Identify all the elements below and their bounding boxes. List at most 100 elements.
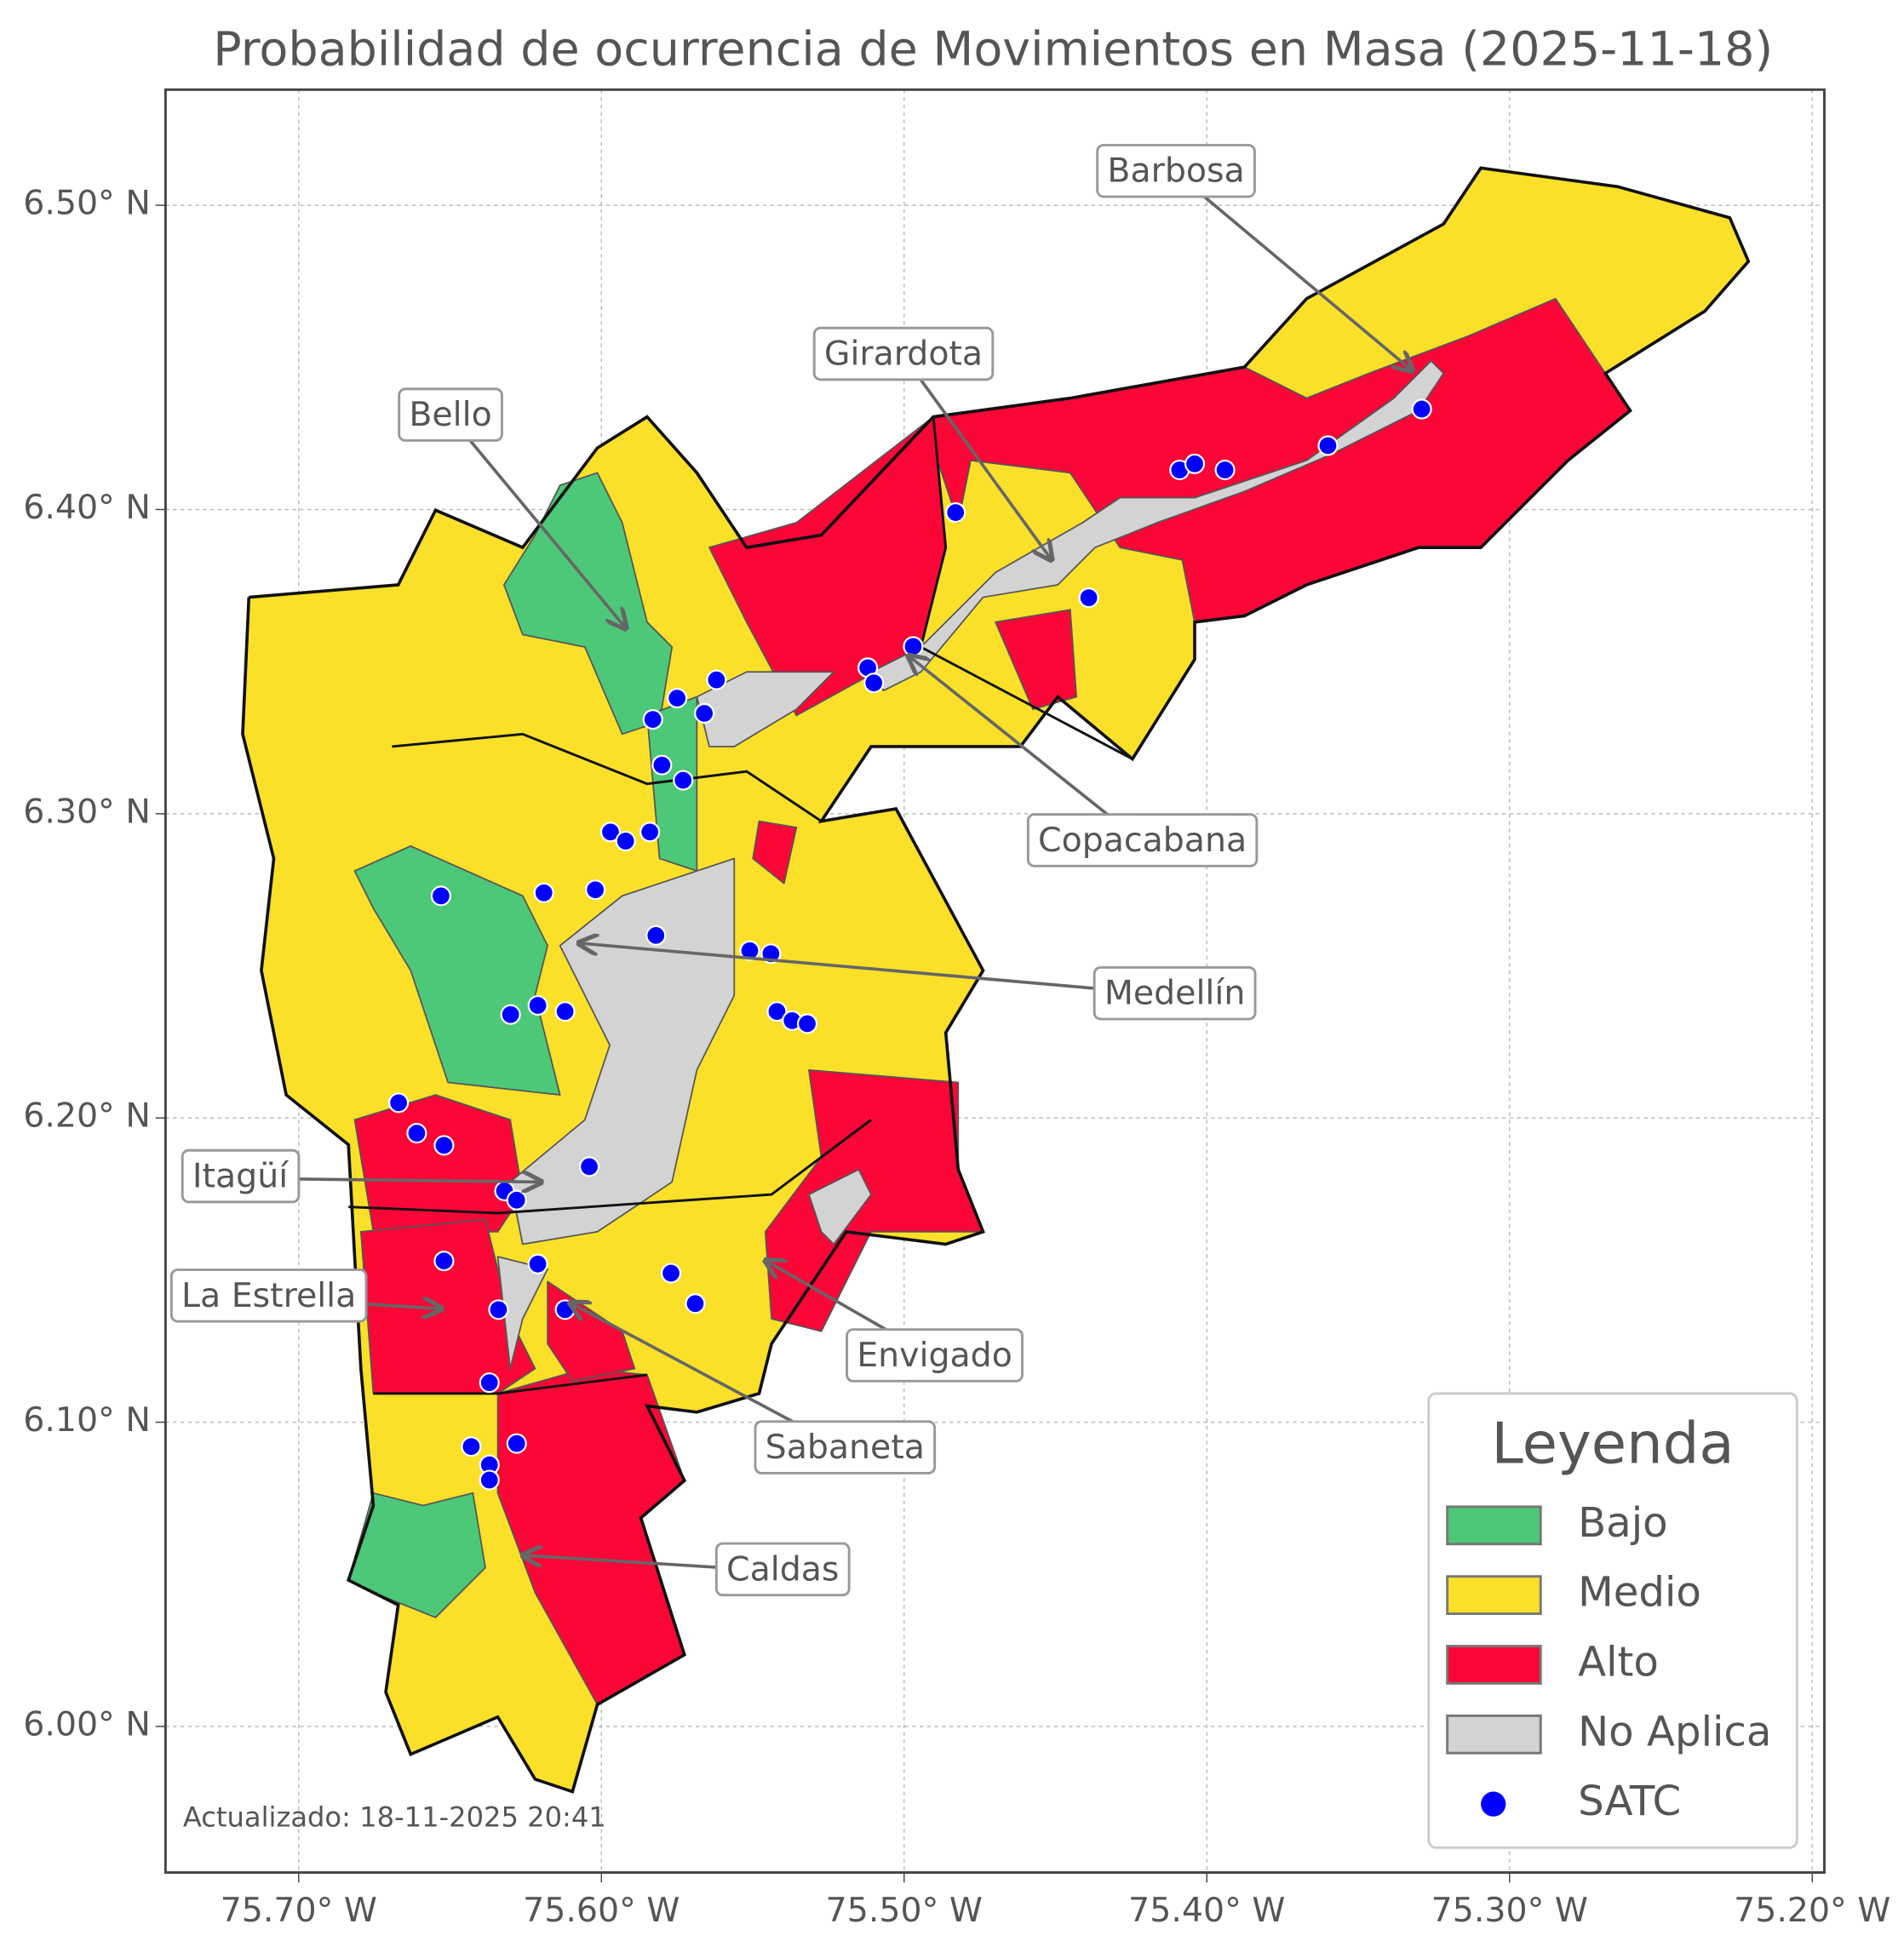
region <box>353 845 561 1096</box>
satc-point <box>599 822 622 843</box>
y-tick-label: 6.50° N <box>23 184 151 223</box>
satc-point <box>903 636 924 657</box>
annotation-label: Envigado <box>857 1336 1012 1375</box>
satc-point <box>527 994 548 1016</box>
x-tick-label: 75.40° W <box>1128 1891 1285 1930</box>
region <box>696 671 835 747</box>
satc-point <box>667 688 688 709</box>
satc-point <box>527 1253 548 1274</box>
annotation-arrow <box>909 656 1144 844</box>
annotation-box <box>1026 813 1259 867</box>
y-tick-label: 6.00° N <box>23 1705 151 1744</box>
annotation-label: Itagüí <box>192 1157 289 1196</box>
satc-point <box>673 770 694 791</box>
x-tick-label: 75.70° W <box>221 1891 377 1930</box>
y-tick-label: 6.20° N <box>23 1096 151 1136</box>
satc-point <box>766 1001 788 1022</box>
region <box>808 1168 872 1245</box>
satc-point <box>660 1263 682 1284</box>
boundary <box>392 732 823 822</box>
legend-label: Medio <box>1578 1569 1701 1617</box>
satc-point <box>554 1001 576 1022</box>
boundary <box>919 416 1133 760</box>
satc-point <box>461 1436 482 1457</box>
legend-swatch <box>1446 1575 1542 1616</box>
satc-point <box>1411 398 1432 420</box>
annotation-box <box>714 1542 851 1597</box>
boundary <box>348 1119 872 1215</box>
region <box>503 472 674 736</box>
satc-point <box>579 1156 600 1177</box>
annotation-arrow <box>579 943 1175 998</box>
annotation-box <box>1096 143 1256 198</box>
annotation-label: Barbosa <box>1107 152 1244 191</box>
legend-title: Leyenda <box>1491 1410 1734 1476</box>
satc-point <box>533 882 554 903</box>
annotation-box <box>1093 965 1257 1021</box>
legend-label: Bajo <box>1578 1499 1668 1547</box>
y-tick-label: 6.40° N <box>23 488 151 527</box>
region <box>752 820 798 885</box>
annotation-box <box>169 1268 368 1323</box>
satc-point <box>639 822 661 843</box>
satc-point <box>479 1469 500 1491</box>
satc-point <box>863 673 885 694</box>
satc-point <box>506 1189 527 1211</box>
x-tick-label: 75.20° W <box>1734 1891 1890 1930</box>
annotation-label: La Estrella <box>181 1276 356 1315</box>
annotation-label: Copacabana <box>1038 821 1247 860</box>
satc-point <box>506 1433 527 1454</box>
annotation-box <box>398 387 503 442</box>
boundary <box>373 1373 648 1395</box>
satc-point <box>706 669 727 690</box>
x-tick-label: 75.30° W <box>1431 1891 1588 1930</box>
annotation-box <box>812 326 995 381</box>
satc-point <box>1214 459 1236 481</box>
plot-frame <box>163 88 1826 1875</box>
satc-point <box>645 925 667 946</box>
legend-label: Alto <box>1578 1638 1659 1686</box>
chart-title: Probabilidad de ocurrencia de Movimiento… <box>213 22 1773 77</box>
regions <box>241 166 1751 1794</box>
satc-point <box>388 1092 410 1114</box>
y-tick-label: 6.30° N <box>23 792 151 831</box>
satc-point <box>479 1372 500 1394</box>
satc-point <box>488 1299 509 1320</box>
satc-point <box>1078 587 1099 609</box>
annotation-label: Bello <box>409 395 491 434</box>
satc-point <box>945 502 966 524</box>
satc-point <box>430 885 451 907</box>
y-tick-label: 6.10° N <box>23 1400 151 1440</box>
annotation-box <box>846 1328 1024 1383</box>
annotation-label: Sabaneta <box>766 1428 925 1467</box>
satc-point <box>1317 435 1339 456</box>
boundary <box>241 166 1751 1794</box>
satc-point <box>642 709 663 730</box>
legend-swatch <box>1446 1505 1542 1546</box>
satc-point <box>796 1013 818 1034</box>
region <box>764 1069 984 1332</box>
satc-point <box>651 754 673 776</box>
x-tick-label: 75.60° W <box>523 1891 680 1930</box>
legend-swatch <box>1446 1645 1542 1685</box>
legend-label: SATC <box>1578 1778 1681 1825</box>
satc-point <box>433 1251 455 1272</box>
annotation-arrow <box>902 354 1052 560</box>
footnote: Actualizado: 18-11-2025 20:41 <box>183 1801 606 1834</box>
annotation-arrow <box>1174 171 1413 370</box>
satc-point <box>500 1004 521 1025</box>
satc-point <box>433 1135 455 1156</box>
legend-marker <box>1481 1791 1506 1817</box>
satc-point <box>694 702 715 724</box>
x-tick-label: 75.50° W <box>826 1891 983 1930</box>
satc-point <box>1184 453 1206 474</box>
region <box>509 857 736 1245</box>
satc-point <box>739 940 760 961</box>
satc-point <box>685 1293 706 1314</box>
satc-point <box>406 1123 427 1144</box>
legend-swatch <box>1446 1714 1542 1755</box>
legend-label: No Aplica <box>1578 1708 1771 1755</box>
annotation-arrow <box>449 415 626 628</box>
annotation-box <box>754 1420 937 1474</box>
